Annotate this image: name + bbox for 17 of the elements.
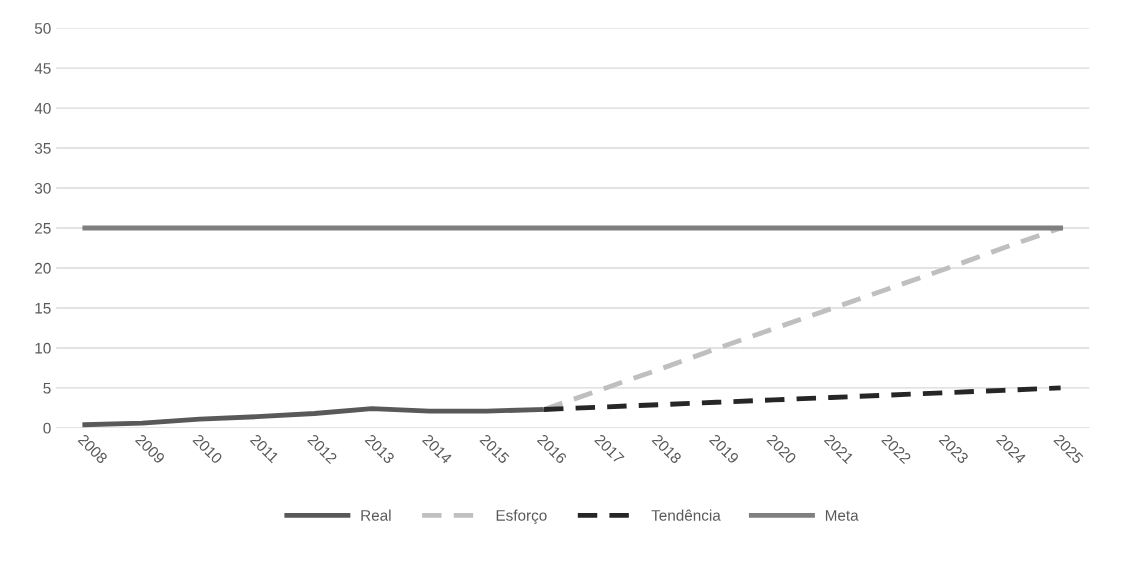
y-tick-label: 25	[35, 222, 51, 234]
y-tick-label: 15	[35, 302, 51, 314]
legend-label: Tendência	[651, 509, 721, 521]
y-tick-label: 35	[34, 142, 51, 154]
y-tick-label: 20	[35, 262, 51, 274]
legend-label: Meta	[825, 510, 859, 521]
legend-label: Esforço	[496, 509, 547, 524]
y-tick-label: 10	[35, 342, 51, 354]
legend-label: Real	[361, 509, 391, 521]
y-tick-label: 5	[43, 382, 51, 394]
y-tick-label: 30	[34, 182, 51, 194]
y-tick-label: 40	[34, 102, 51, 114]
line-series	[541, 385, 1064, 412]
y-tick-label: 50	[34, 23, 51, 34]
line-series	[82, 406, 547, 428]
y-tick-label: 45	[34, 63, 51, 74]
y-tick-label: 0	[43, 422, 51, 434]
